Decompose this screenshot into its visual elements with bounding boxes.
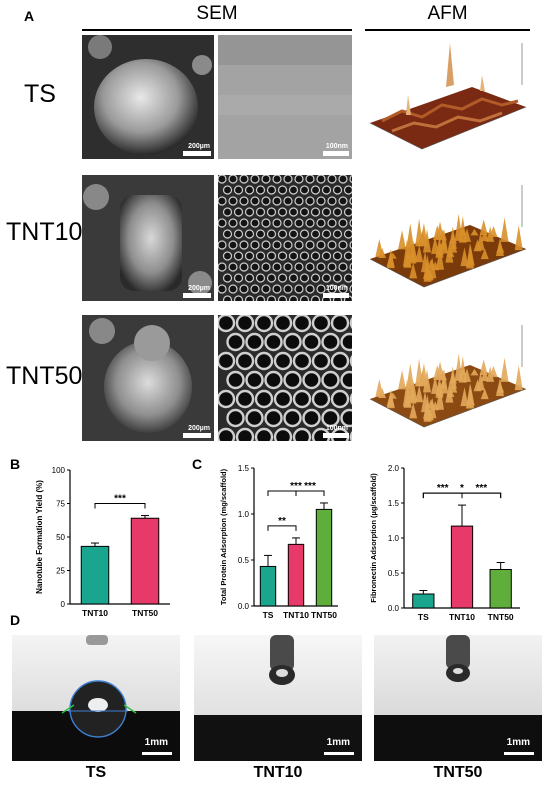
total-protein-significance-bracket (267, 525, 297, 531)
contact-angle-tnt50-scalebar (504, 752, 534, 755)
nanotube-yield-bar-tnt50 (130, 517, 160, 605)
afm-tnt10-image (362, 175, 534, 305)
afm-tnt50-image (362, 315, 534, 445)
sem-ts-low-mag-image: 200µm (82, 35, 214, 159)
total-protein-ytick-label: 0.5 (238, 556, 250, 565)
afm-header: AFM (427, 3, 468, 24)
nanotube-yield-significance-bracket (94, 503, 146, 509)
total-protein-significance-label: *** (304, 481, 316, 492)
panel-letter-a: A (24, 8, 35, 24)
fibronectin-ylabel: Fibronectin Adsorption (µg/scaffold) (369, 473, 378, 603)
total-protein-bar-ts (259, 565, 277, 607)
fibronectin-ytick-label: 2.0 (388, 464, 400, 473)
contact-angle-ts-scale-text: 1mm (144, 737, 168, 748)
total-protein-ytick-label: 0.0 (238, 602, 250, 611)
chart-nanotube-yield: 0 25 50 75 100 Nanotube Formation Yield (%) TN… (28, 460, 178, 620)
nanotube-yield-ytick-label: 100 (52, 466, 66, 475)
sem-header-rule (82, 29, 352, 31)
contact-angle-tnt10-image: 1mm (194, 635, 362, 761)
nanotube-yield-ytick-label: 50 (56, 533, 65, 542)
fibronectin-xtick-label: TNT50 (488, 612, 514, 622)
panel-letter-d: D (10, 612, 21, 628)
sem-tnt10-high-scalebar (323, 293, 349, 298)
panel-letter-b: B (10, 456, 21, 472)
total-protein-significance-label: ** (278, 516, 286, 527)
fibronectin-significance-bracket (422, 492, 502, 499)
fibronectin-significance-label: *** (475, 483, 487, 494)
fibronectin-bar-tnt10 (450, 525, 474, 609)
row-label-ts: TS (24, 80, 56, 108)
chart-fibronectin: 0.0 0.5 1.0 1.5 2.0 Fibronectin Adsorption (µ… (360, 460, 530, 625)
total-protein-significance-label: *** (290, 481, 302, 492)
fibronectin-xtick-label: TNT10 (449, 612, 475, 622)
sem-ts-high-scalebar (323, 151, 349, 156)
sem-tnt10-high-mag-image: 100nm (218, 175, 352, 301)
nanotube-yield-ytick-label: 0 (61, 600, 66, 609)
contact-angle-tnt50-label: TNT50 (433, 764, 483, 781)
nanotube-yield-bar-tnt10 (80, 545, 110, 605)
fibronectin-bar-ts (412, 593, 435, 609)
sem-tnt10-low-scale-text: 200µm (188, 285, 210, 292)
sem-tnt50-high-scale-text: 100nm (325, 425, 348, 432)
sem-tnt50-high-scalebar (323, 433, 349, 438)
sem-tnt10-low-scalebar (183, 293, 211, 298)
fibronectin-significance-label: * (460, 483, 464, 494)
fibronectin-bar-tnt50 (489, 569, 512, 609)
sem-ts-low-scalebar (183, 151, 211, 156)
contact-angle-tnt10-label: TNT10 (253, 764, 303, 781)
total-protein-bar-tnt50 (315, 508, 333, 607)
total-protein-xtick-label: TS (263, 610, 274, 620)
fibronectin-ytick-label: 1.0 (388, 534, 400, 543)
contact-angle-ts-label: TS (85, 764, 107, 781)
contact-angle-tnt50-scale-text: 1mm (506, 737, 530, 748)
fibronectin-ytick-label: 0.0 (388, 604, 400, 613)
contact-angle-ts-image: 1mm (12, 635, 180, 761)
row-label-tnt10: TNT10 (6, 218, 83, 246)
contact-angle-tnt10-scalebar (324, 752, 354, 755)
total-protein-significance-bracket (267, 490, 325, 496)
sem-ts-high-scale-text: 100nm (325, 143, 348, 150)
contact-angle-tnt10-scale-text: 1mm (326, 737, 350, 748)
total-protein-xtick-label: TNT10 (283, 610, 309, 620)
total-protein-ytick-label: 1.0 (238, 510, 250, 519)
nanotube-yield-xtick-label: TNT10 (82, 608, 108, 618)
chart-total-protein: 0.0 0.5 1.0 1.5 Total Protein Adsorption (mg… (208, 460, 348, 625)
sem-ts-high-mag-image: 100nm (218, 35, 352, 159)
panel-letter-c: C (192, 456, 203, 472)
sem-header: SEM (196, 3, 238, 24)
fibronectin-xtick-label: TS (418, 612, 429, 622)
sem-tnt50-low-scale-text: 200µm (188, 425, 210, 432)
fibronectin-significance-label: *** (437, 483, 449, 494)
nanotube-yield-xtick-label: TNT50 (132, 608, 158, 618)
contact-angle-ts-scalebar (142, 752, 172, 755)
nanotube-yield-significance-label: *** (114, 494, 126, 505)
sem-tnt10-high-scale-text: 100nm (325, 285, 348, 292)
fibronectin-ytick-label: 1.5 (388, 499, 400, 508)
total-protein-xtick-label: TNT50 (311, 610, 337, 620)
fibronectin-ytick-label: 0.5 (388, 569, 400, 578)
nanotube-yield-ylabel: Nanotube Formation Yield (%) (35, 480, 44, 594)
nanotube-yield-ytick-label: 75 (56, 500, 65, 509)
total-protein-ylabel: Total Protein Adsorption (mg/scaffold) (219, 468, 228, 605)
sem-tnt50-high-mag-image: 100nm (218, 315, 352, 441)
total-protein-ytick-label: 1.5 (238, 464, 250, 473)
sem-ts-low-scale-text: 200µm (188, 143, 210, 150)
afm-ts-image (362, 35, 534, 165)
nanotube-yield-ytick-label: 25 (56, 567, 65, 576)
sem-tnt50-low-scalebar (183, 433, 211, 438)
sem-tnt50-low-mag-image: 200µm (82, 315, 214, 441)
afm-header-rule (365, 29, 530, 31)
row-label-tnt50: TNT50 (6, 362, 83, 390)
contact-angle-tnt50-image: 1mm (374, 635, 542, 761)
sem-tnt10-low-mag-image: 200µm (82, 175, 214, 301)
total-protein-bar-tnt10 (287, 543, 305, 607)
